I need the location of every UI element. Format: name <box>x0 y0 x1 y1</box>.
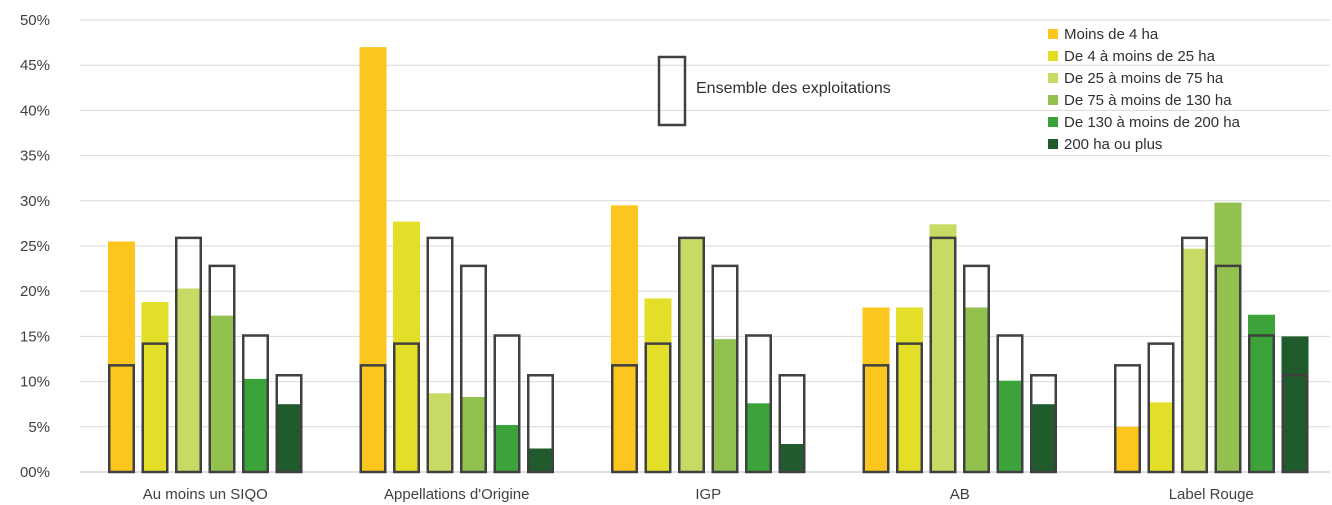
bar <box>275 404 303 472</box>
ensemble-outline <box>242 334 269 474</box>
y-tick-label: 50% <box>20 12 50 29</box>
ensemble-outline <box>175 236 202 474</box>
bar <box>862 307 890 472</box>
ensemble-outline <box>493 334 521 474</box>
ensemble-outline <box>778 374 806 474</box>
legend-label: De 75 à moins de 130 ha <box>1064 92 1232 109</box>
legend-label: De 4 à moins de 25 ha <box>1064 48 1216 65</box>
ensemble-outline <box>426 236 454 474</box>
ensemble-outline <box>862 364 890 474</box>
x-tick-label: AB <box>950 486 970 503</box>
ensemble-outline <box>108 364 135 474</box>
ensemble-outline <box>1114 364 1141 474</box>
bars <box>108 47 1309 473</box>
bar <box>896 307 923 472</box>
x-tick-label: Label Rouge <box>1169 486 1254 503</box>
y-tick-label: 40% <box>20 102 50 119</box>
bar <box>460 396 487 472</box>
bar <box>1281 336 1309 472</box>
ensemble-outline <box>745 334 772 474</box>
y-tick-label: 30% <box>20 193 50 210</box>
bar <box>141 302 169 472</box>
bar <box>1030 404 1057 472</box>
ensemble-outlines <box>108 236 1309 474</box>
legend-swatch <box>1048 95 1058 105</box>
bar <box>1214 202 1242 472</box>
legend-swatch <box>1048 51 1058 61</box>
y-tick-label: 20% <box>20 283 50 300</box>
bar <box>1248 314 1275 472</box>
y-tick-label: 00% <box>20 464 50 481</box>
bar <box>208 315 236 472</box>
ensemble-outline <box>275 374 303 474</box>
bar <box>711 339 739 472</box>
ensemble-legend-label: Ensemble des exploitations <box>696 80 891 97</box>
legend-label: De 25 à moins de 75 ha <box>1064 70 1224 87</box>
legend-label: De 130 à moins de 200 ha <box>1064 114 1241 131</box>
legend-label: 200 ha ou plus <box>1064 136 1162 153</box>
bar <box>611 205 638 472</box>
ensemble-outline <box>208 264 236 474</box>
x-axis-labels: Au moins un SIQO Appellations d'Origine IG… <box>143 486 1254 503</box>
legend-swatch <box>1048 29 1058 39</box>
bar <box>1147 402 1175 472</box>
ensemble-legend: Ensemble des exploitations <box>657 55 891 127</box>
y-tick-label: 25% <box>20 238 50 255</box>
ensemble-outline <box>1281 374 1309 474</box>
ensemble-outline <box>1030 374 1057 474</box>
y-tick-label: 10% <box>20 374 50 391</box>
y-tick-label: 45% <box>20 57 50 74</box>
ensemble-outline <box>1181 236 1208 474</box>
bar <box>1181 248 1208 472</box>
bar <box>644 298 672 472</box>
ensemble-outline <box>996 334 1024 474</box>
ensemble-outline <box>1248 334 1275 474</box>
bar <box>493 424 521 472</box>
y-tick-label: 15% <box>20 328 50 345</box>
legend: Moins de 4 ha De 4 à moins de 25 ha De 25 … <box>1048 26 1241 153</box>
ensemble-outline <box>929 236 957 474</box>
ensemble-outline <box>1147 342 1175 474</box>
bar <box>242 378 269 472</box>
bar <box>778 443 806 472</box>
bar <box>426 393 454 472</box>
ensemble-outline <box>1214 264 1242 474</box>
y-axis-ticks: 00% 5% 10% 15% 20% 25% 30% 35% 40% 45% 50% <box>20 12 50 481</box>
legend-swatch <box>1048 73 1058 83</box>
bar <box>359 47 387 473</box>
ensemble-outline <box>711 264 739 474</box>
ensemble-outline <box>611 364 638 474</box>
bar <box>996 380 1024 472</box>
bar <box>1114 426 1141 472</box>
ensemble-outline <box>644 342 672 474</box>
legend-swatch <box>1048 139 1058 149</box>
bar <box>108 241 135 472</box>
ensemble-outline <box>460 264 487 474</box>
ensemble-outline <box>963 264 990 474</box>
y-tick-label: 5% <box>28 419 50 436</box>
ensemble-outline <box>678 236 705 474</box>
bar <box>527 448 554 472</box>
y-tick-label: 35% <box>20 148 50 165</box>
bar <box>393 221 420 472</box>
legend-swatch <box>1048 117 1058 127</box>
x-tick-label: Au moins un SIQO <box>143 486 268 503</box>
ensemble-outline <box>359 364 387 474</box>
ensemble-legend-swatch <box>657 55 687 127</box>
bar <box>175 288 202 472</box>
bar <box>678 238 705 472</box>
bar <box>963 307 990 472</box>
legend-label: Moins de 4 ha <box>1064 26 1159 43</box>
x-tick-label: Appellations d'Origine <box>384 486 529 503</box>
ensemble-outline <box>896 342 923 474</box>
x-tick-label: IGP <box>695 486 721 503</box>
ensemble-outline <box>527 374 554 474</box>
ensemble-outline <box>141 342 169 474</box>
bar <box>745 403 772 472</box>
ensemble-outline <box>393 342 420 474</box>
bar <box>929 224 957 472</box>
